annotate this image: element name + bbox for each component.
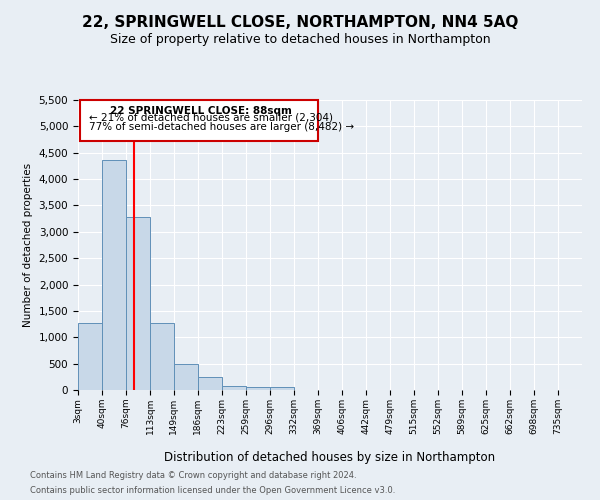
Text: Size of property relative to detached houses in Northampton: Size of property relative to detached ho… — [110, 32, 490, 46]
Text: 77% of semi-detached houses are larger (8,482) →: 77% of semi-detached houses are larger (… — [89, 122, 354, 132]
Bar — [78, 323, 102, 390]
Bar — [222, 386, 247, 390]
Text: Distribution of detached houses by size in Northampton: Distribution of detached houses by size … — [164, 451, 496, 464]
Bar — [270, 388, 294, 390]
Bar — [173, 364, 198, 390]
Text: 22, SPRINGWELL CLOSE, NORTHAMPTON, NN4 5AQ: 22, SPRINGWELL CLOSE, NORTHAMPTON, NN4 5… — [82, 15, 518, 30]
Bar — [198, 378, 222, 390]
Y-axis label: Number of detached properties: Number of detached properties — [23, 163, 33, 327]
Text: Contains public sector information licensed under the Open Government Licence v3: Contains public sector information licen… — [30, 486, 395, 495]
Text: ← 21% of detached houses are smaller (2,304): ← 21% of detached houses are smaller (2,… — [89, 112, 333, 122]
Text: Contains HM Land Registry data © Crown copyright and database right 2024.: Contains HM Land Registry data © Crown c… — [30, 471, 356, 480]
Bar — [246, 387, 270, 390]
Text: 22 SPRINGWELL CLOSE: 88sqm: 22 SPRINGWELL CLOSE: 88sqm — [110, 106, 292, 116]
FancyBboxPatch shape — [80, 100, 318, 141]
Bar — [150, 323, 175, 390]
Bar — [102, 160, 127, 390]
Bar — [126, 216, 150, 390]
